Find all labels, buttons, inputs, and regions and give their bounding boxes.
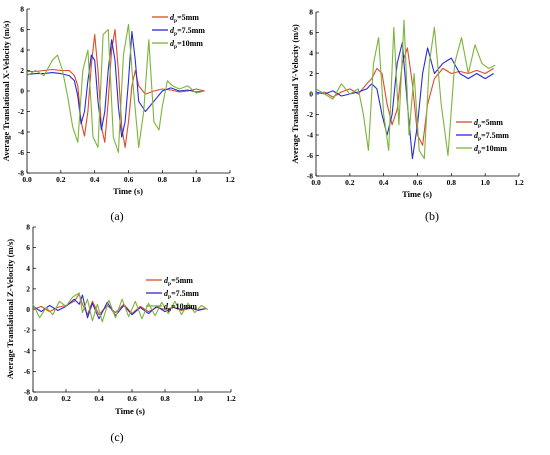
legend-label: dp=5mm: [170, 13, 199, 24]
y-tick-label: -8: [18, 169, 24, 178]
x-tick-label: 0.4: [94, 394, 104, 403]
y-tick-label: 4: [20, 46, 24, 55]
x-tick-label: 1.2: [226, 394, 236, 403]
series-line-5mm: [315, 47, 494, 146]
panel-label: (c): [110, 430, 123, 444]
x-tick-label: 1.0: [191, 175, 201, 184]
y-axis-label: Average Translational Y-Velocity (m/s): [290, 24, 300, 164]
panel-label: (b): [425, 209, 439, 223]
y-tick-label: 0: [26, 305, 30, 314]
x-tick-label: 1.2: [225, 175, 235, 184]
x-axis-label: Time (s): [402, 189, 432, 199]
y-axis-label: Average Translational Z-Velocity (m/s): [5, 239, 15, 379]
y-tick-label: 4: [309, 49, 313, 58]
y-tick-label: -2: [24, 326, 30, 335]
legend: dp=5mm dp=7.5mm dp=10mm: [152, 13, 205, 50]
x-tick-label: 1.2: [514, 178, 524, 187]
x-tick-label: 0.2: [61, 394, 71, 403]
chart-panel-1: 8 6 4 2 0 -2 -4 -6 -80.0 0.2 0.4 0.6 0.8 1.0 1.2 Averag…: [1, 5, 235, 223]
series-line-7-5mm: [315, 42, 494, 160]
panel-label: (a): [110, 209, 123, 223]
y-tick-label: 2: [309, 69, 313, 78]
chart-panel-2: 8 6 4 2 0 -2 -4 -6 -80.0 0.2 0.4 0.6 0.8 1.0 1.2 Averag…: [290, 8, 524, 223]
legend-label: dp=5mm: [474, 118, 503, 129]
y-tick-label: 6: [309, 28, 313, 37]
y-tick-label: -8: [24, 388, 30, 397]
x-tick-label: 1.0: [193, 394, 203, 403]
y-tick-label: -6: [18, 148, 24, 157]
legend-label: dp=10mm: [170, 39, 203, 50]
legend-label: dp=10mm: [474, 144, 507, 155]
x-axis-label: Time (s): [113, 186, 143, 196]
legend-label: dp=5mm: [164, 276, 193, 287]
y-tick-label: 8: [20, 5, 24, 14]
x-tick-label: 0.4: [90, 175, 100, 184]
x-tick-label: 1.0: [480, 178, 490, 187]
x-tick-label: 0.0: [28, 394, 38, 403]
y-tick-label: 2: [26, 284, 30, 293]
legend-label: dp=7.5mm: [170, 26, 205, 37]
x-tick-label: 0.6: [127, 394, 137, 403]
legend-label: dp=7.5mm: [474, 131, 509, 142]
x-tick-label: 0.8: [447, 178, 457, 187]
series-line-10mm: [32, 292, 209, 323]
x-tick-label: 0.4: [379, 178, 389, 187]
x-tick-label: 0.6: [124, 175, 134, 184]
y-tick-label: 0: [309, 90, 313, 99]
y-tick-label: 4: [26, 264, 30, 273]
series-line-7-5mm: [32, 294, 207, 320]
chart-panel-3: 8 6 4 2 0 -2 -4 -6 -80.0 0.2 0.4 0.6 0.8 1.0 1.2 Averag…: [5, 223, 236, 444]
y-tick-label: -6: [307, 151, 313, 160]
y-tick-label: -4: [24, 346, 30, 355]
y-tick-label: 8: [26, 223, 30, 232]
y-tick-label: 6: [20, 25, 24, 34]
legend-label: dp=7.5mm: [164, 289, 199, 300]
x-tick-label: 0.8: [158, 175, 168, 184]
y-tick-label: 0: [20, 87, 24, 96]
y-tick-label: -8: [307, 172, 313, 181]
y-tick-label: -2: [307, 110, 313, 119]
x-tick-label: 0.8: [160, 394, 170, 403]
y-tick-label: 8: [309, 8, 313, 17]
y-tick-label: -6: [24, 367, 30, 376]
legend: dp=5mm dp=7.5mm dp=10mm: [456, 118, 509, 155]
legend: dp=5mm dp=7.5mm dp=10mm: [146, 276, 199, 313]
series-line-10mm: [26, 23, 205, 154]
x-tick-label: 0.2: [56, 175, 66, 184]
y-tick-label: -2: [18, 107, 24, 116]
y-axis-label: Average Translational X-Velocity (m/s): [1, 21, 11, 162]
x-axis-label: Time (s): [115, 406, 145, 416]
y-tick-label: -4: [18, 128, 24, 137]
y-tick-label: 6: [26, 243, 30, 252]
x-tick-label: 0.2: [345, 178, 355, 187]
series-line-10mm: [315, 19, 496, 160]
y-tick-label: -4: [307, 131, 313, 140]
x-tick-label: 0.0: [311, 178, 321, 187]
legend-label: dp=10mm: [164, 302, 197, 313]
x-tick-label: 0.0: [22, 175, 32, 184]
y-tick-label: 2: [20, 66, 24, 75]
x-tick-label: 0.6: [413, 178, 423, 187]
